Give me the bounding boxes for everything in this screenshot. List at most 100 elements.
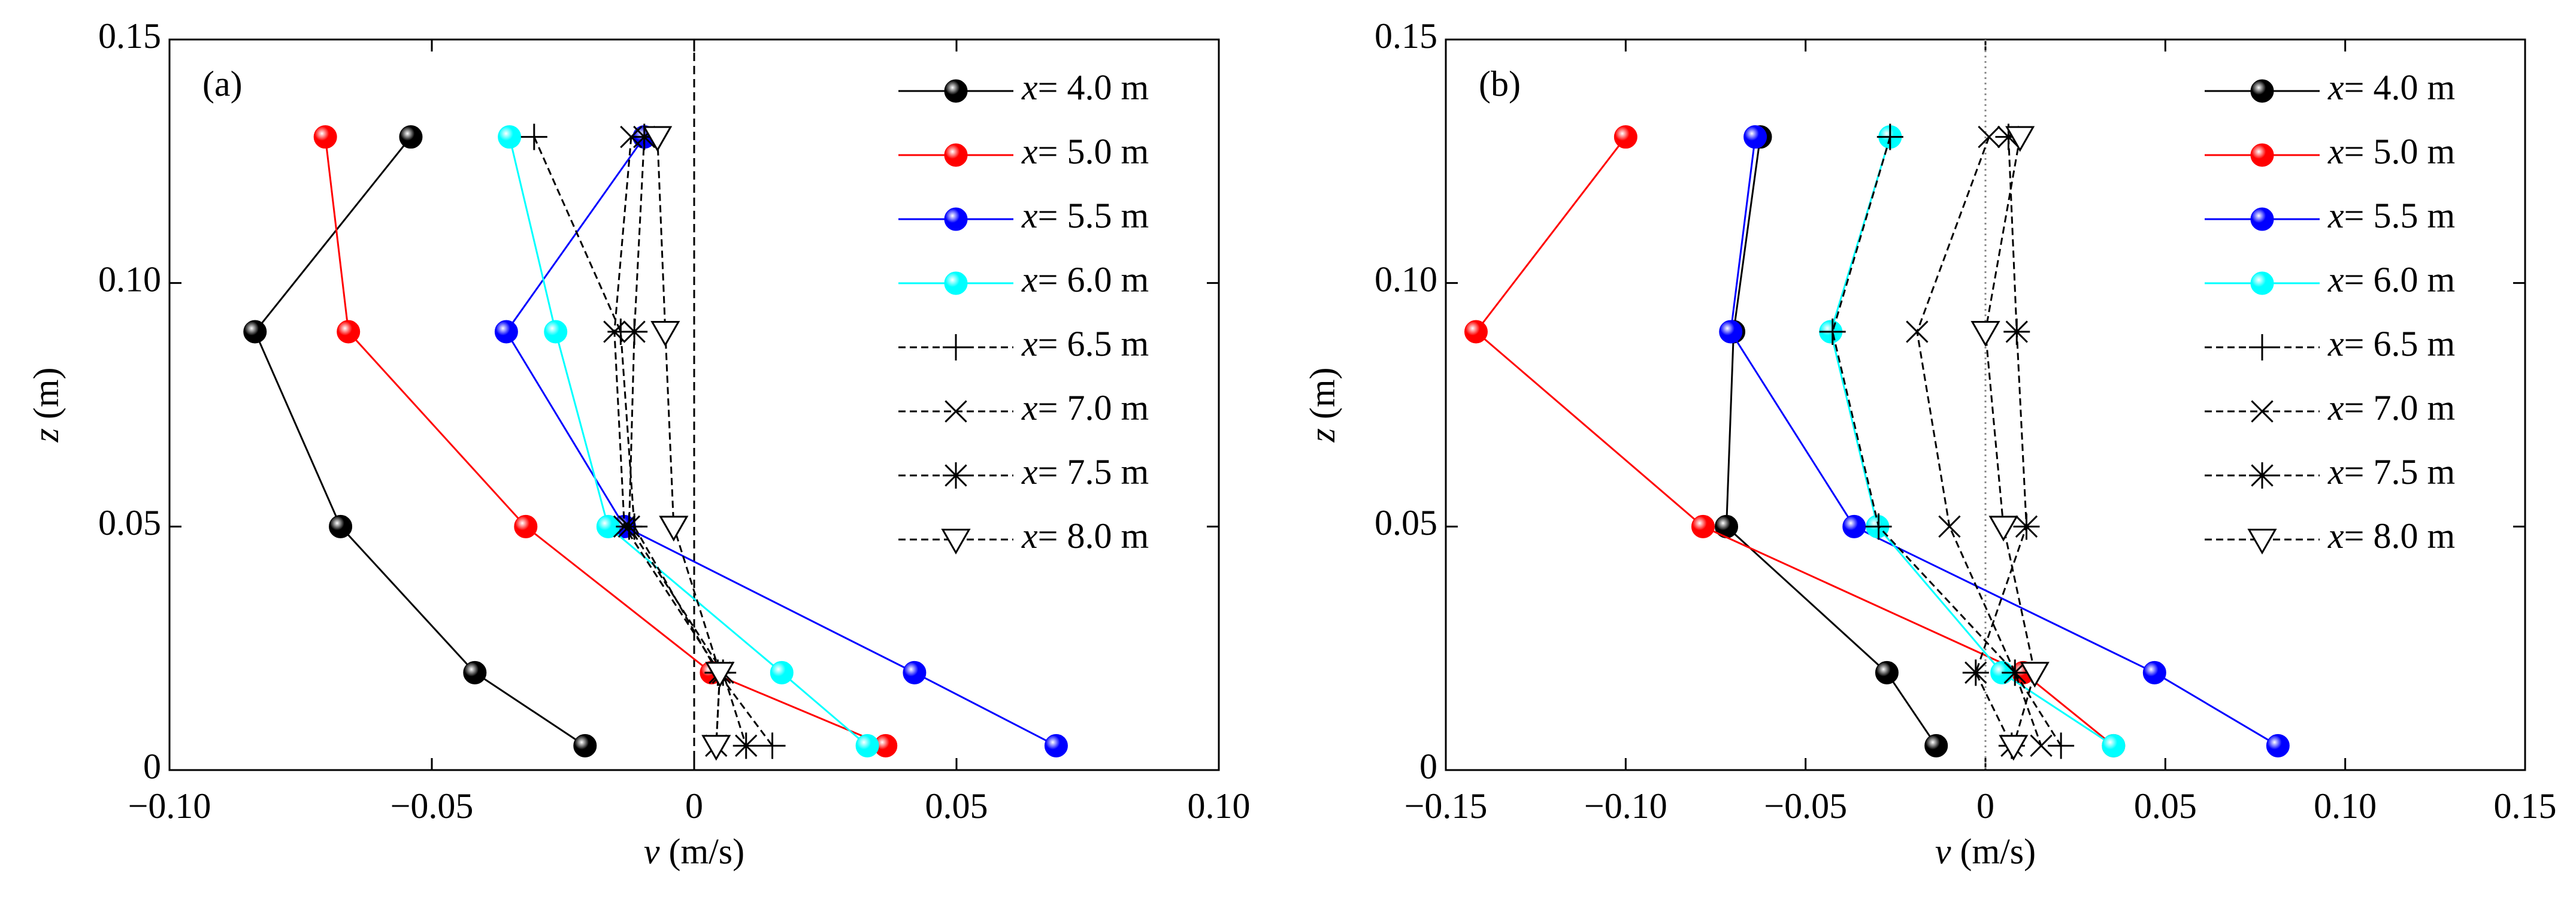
marker <box>650 321 680 347</box>
marker <box>2142 660 2166 684</box>
marker <box>1988 516 2018 542</box>
marker <box>1842 514 1866 538</box>
marker <box>759 732 786 759</box>
marker <box>1743 125 1767 149</box>
marker <box>1970 321 2000 347</box>
marker <box>770 660 794 684</box>
legend-label: x= 5.0 m <box>2327 132 2455 171</box>
legend-label: x= 7.0 m <box>1021 388 1149 428</box>
marker <box>2266 734 2290 757</box>
marker <box>498 125 522 149</box>
marker <box>329 514 353 538</box>
legend-label: x= 6.0 m <box>1021 260 1149 299</box>
marker <box>855 734 879 757</box>
legend-marker <box>2250 207 2274 231</box>
marker <box>1995 123 2022 150</box>
x-tick-label: 0.05 <box>2134 786 2197 826</box>
legend-marker <box>2247 529 2277 555</box>
marker <box>1906 320 1929 343</box>
marker <box>2003 661 2026 684</box>
marker <box>631 123 658 150</box>
legend-label: x= 5.0 m <box>1021 132 1149 171</box>
marker <box>1962 659 1989 686</box>
y-tick-label: 0.05 <box>98 503 161 543</box>
series-line <box>613 137 721 746</box>
marker <box>1614 125 1637 149</box>
marker <box>1875 660 1899 684</box>
legend-marker <box>944 143 968 167</box>
legend-label: x= 7.5 m <box>2327 452 2455 492</box>
marker <box>732 732 759 759</box>
y-tick-label: 0.10 <box>1375 259 1437 299</box>
x-tick-label: −0.10 <box>1584 786 1667 826</box>
x-tick-label: 0.05 <box>925 786 988 826</box>
marker <box>659 516 689 542</box>
x-tick-label: 0.10 <box>1188 786 1251 826</box>
legend-label: x= 8.0 m <box>1021 516 1149 556</box>
marker <box>243 320 267 344</box>
legend-marker <box>945 400 967 423</box>
marker <box>1691 514 1715 538</box>
y-tick-label: 0.15 <box>98 16 161 56</box>
legend-label: x= 6.0 m <box>2327 260 2455 299</box>
legend-label: x= 7.0 m <box>2327 388 2455 428</box>
panel-label: (a) <box>202 64 243 104</box>
legend-marker <box>944 79 968 103</box>
legend-marker <box>943 462 969 489</box>
legend-marker <box>944 207 968 231</box>
marker <box>603 320 626 343</box>
legend-marker <box>2250 79 2274 103</box>
series-line <box>1916 137 2042 746</box>
legend-label: x= 7.5 m <box>1021 452 1149 492</box>
legend-label: x= 6.5 m <box>1021 324 1149 363</box>
legend-label: x= 5.5 m <box>2327 196 2455 235</box>
x-tick-label: −0.10 <box>128 786 211 826</box>
series-line <box>1725 137 1937 747</box>
marker <box>1464 320 1488 344</box>
marker <box>621 319 648 345</box>
marker <box>616 513 643 540</box>
series-line <box>533 137 773 747</box>
marker <box>1999 735 2029 761</box>
marker <box>2048 732 2075 759</box>
y-tick-label: 0 <box>1419 747 1437 786</box>
series-line <box>254 136 586 747</box>
x-axis-label: v (m/s) <box>1935 832 2036 871</box>
legend-marker <box>943 334 969 360</box>
marker <box>1044 734 1068 757</box>
marker <box>544 320 568 344</box>
marker <box>1819 319 1846 345</box>
x-tick-label: 0.15 <box>2494 786 2557 826</box>
marker <box>399 125 423 149</box>
y-tick-label: 0.10 <box>98 259 161 299</box>
x-axis-label: v (m/s) <box>644 832 744 871</box>
marker <box>313 125 337 149</box>
marker <box>1978 126 2000 149</box>
series-line <box>324 137 886 747</box>
marker <box>2020 662 2050 688</box>
marker <box>1924 734 1948 757</box>
marker <box>2005 126 2035 152</box>
series-line <box>505 136 1057 747</box>
legend-label: x= 8.0 m <box>2327 516 2455 556</box>
series-line <box>1475 136 2114 747</box>
marker <box>2030 734 2053 757</box>
marker <box>2013 513 2040 540</box>
series-line <box>1830 137 2114 747</box>
legend-label: x= 4.0 m <box>2327 68 2455 107</box>
legend-label: x= 4.0 m <box>1021 68 1149 107</box>
marker <box>1876 123 1903 150</box>
marker <box>643 126 673 152</box>
legend-marker <box>944 271 968 295</box>
marker <box>701 735 731 761</box>
marker <box>1865 513 1892 540</box>
marker <box>903 660 927 684</box>
legend-marker <box>2249 462 2275 489</box>
legend-marker <box>2250 143 2274 167</box>
marker <box>705 662 735 688</box>
legend-marker <box>2249 334 2275 360</box>
y-axis-label: z (m) <box>1303 368 1342 443</box>
marker <box>463 660 487 684</box>
